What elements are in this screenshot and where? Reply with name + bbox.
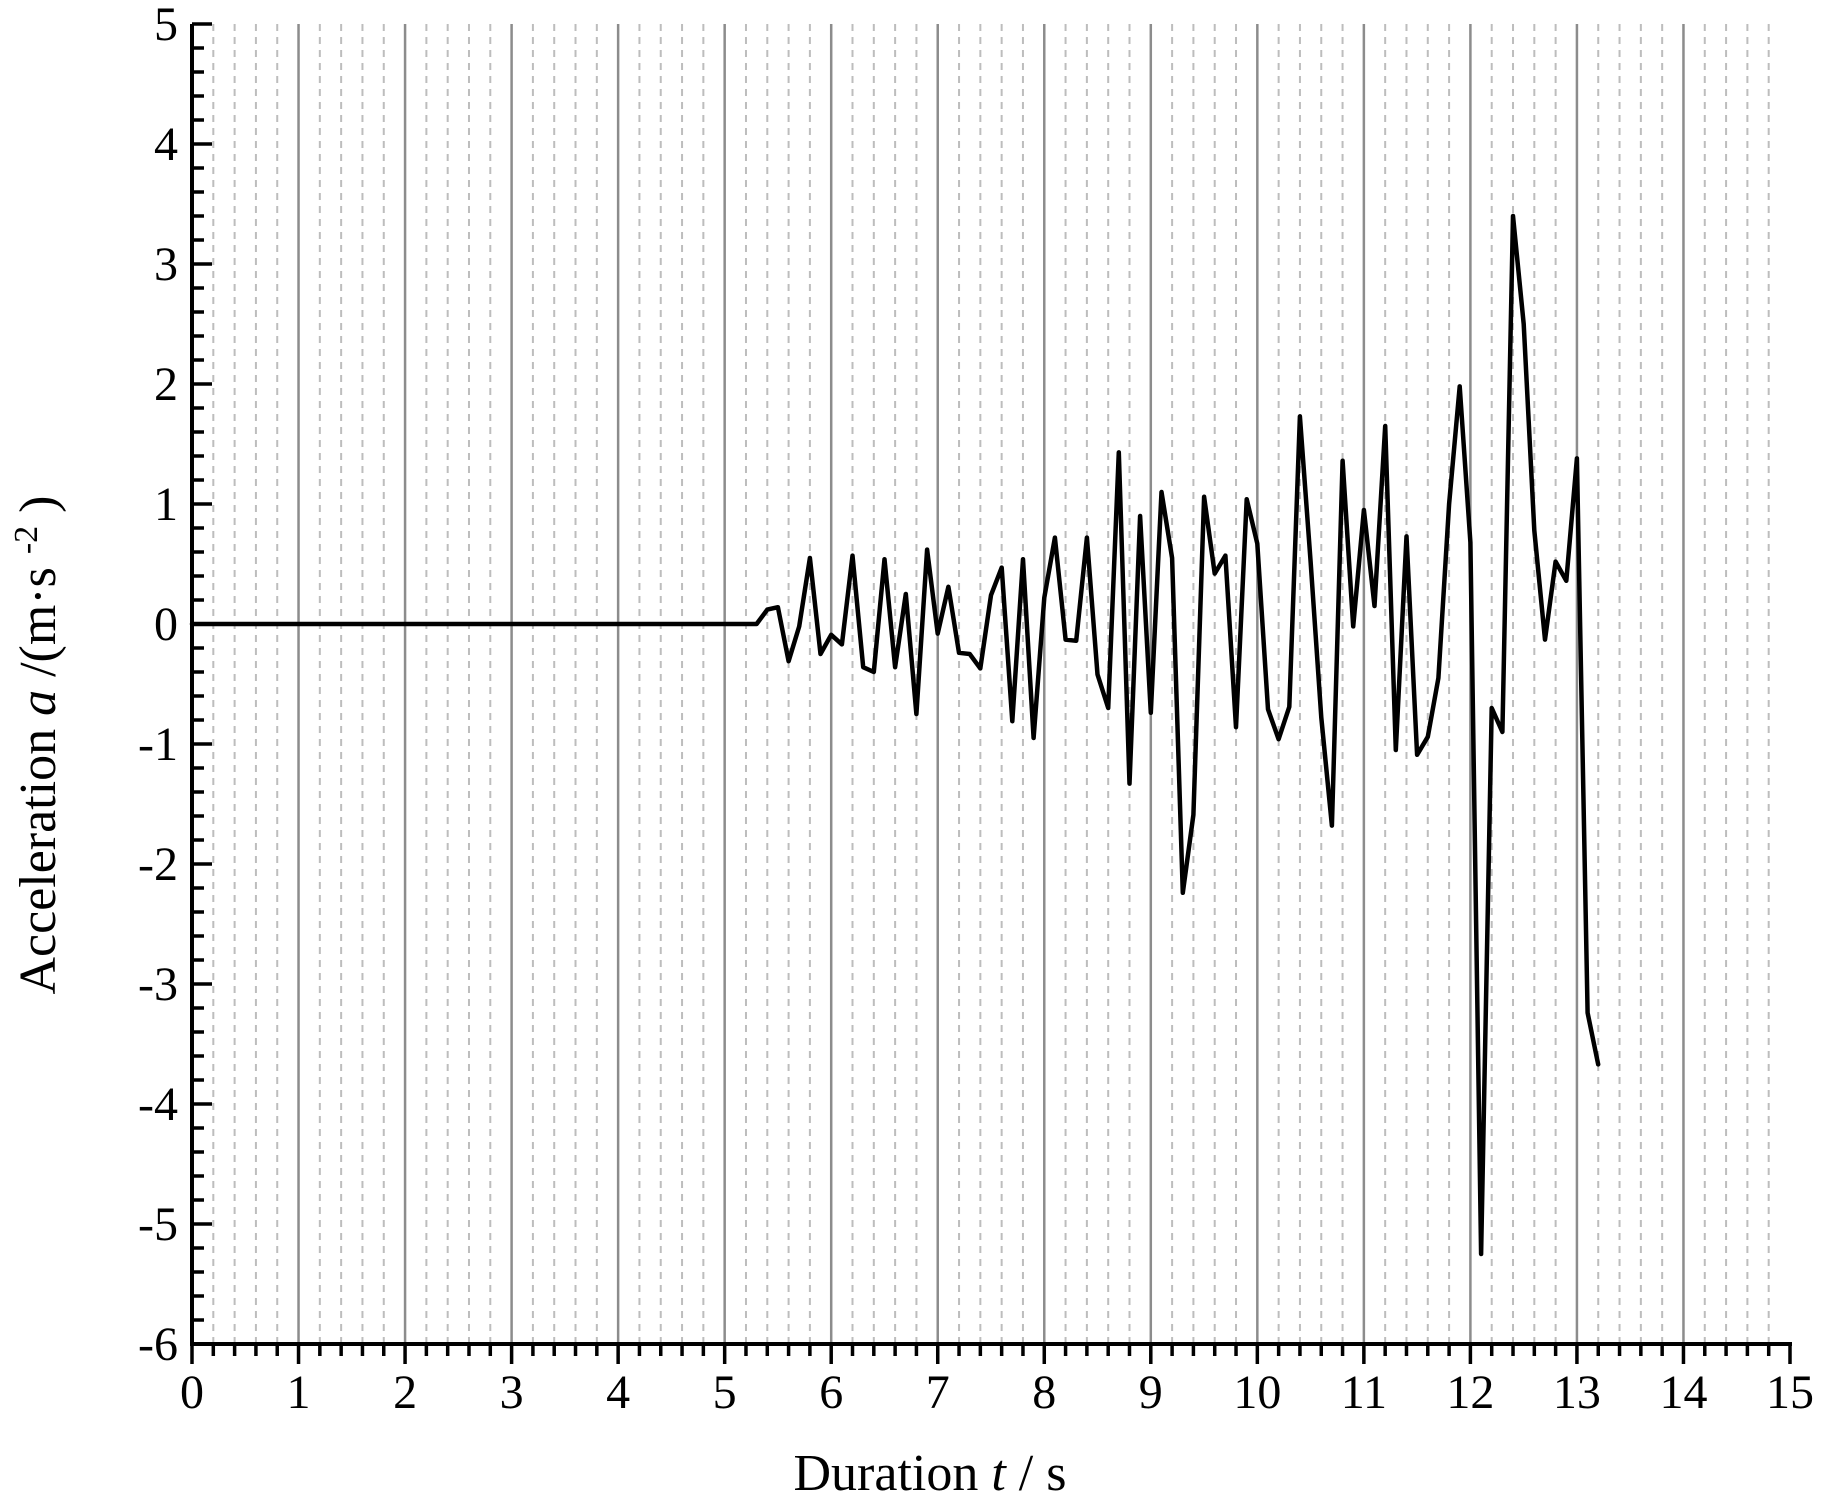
x-axis-variable: t bbox=[991, 1445, 1007, 1502]
x-tick-label: 3 bbox=[500, 1366, 524, 1419]
x-tick-label: 1 bbox=[287, 1366, 311, 1419]
series-layer bbox=[189, 213, 1601, 1257]
y-axis-title: Acceleration a /(m·s -2 ) bbox=[8, 495, 68, 994]
y-tick-label: -5 bbox=[138, 1198, 178, 1251]
y-tick-label: 1 bbox=[154, 478, 178, 531]
x-tick-label: 2 bbox=[393, 1366, 417, 1419]
y-tick-label: -6 bbox=[138, 1318, 178, 1371]
y-axis-variable: a bbox=[10, 690, 67, 716]
x-axis-unit: / s bbox=[1019, 1445, 1067, 1502]
y-tick-label: -2 bbox=[138, 838, 178, 891]
y-axis-unit-prefix: /(m·s bbox=[10, 567, 67, 677]
y-axis-label: Acceleration bbox=[10, 729, 67, 995]
x-axis-title: Duration t / s bbox=[794, 1445, 1067, 1502]
y-tick-label: 2 bbox=[154, 358, 178, 411]
axes bbox=[190, 24, 1792, 1346]
x-tick-label: 0 bbox=[180, 1366, 204, 1419]
x-tick-label: 14 bbox=[1659, 1366, 1707, 1419]
y-tick-label: -3 bbox=[138, 958, 178, 1011]
x-tick-label: 6 bbox=[819, 1366, 843, 1419]
series-line bbox=[189, 213, 1601, 1257]
x-tick-label: 11 bbox=[1341, 1366, 1387, 1419]
x-tick-label: 9 bbox=[1139, 1366, 1163, 1419]
x-axis-label: Duration bbox=[794, 1445, 979, 1502]
x-tick-label: 10 bbox=[1233, 1366, 1281, 1419]
x-tick-label: 12 bbox=[1446, 1366, 1494, 1419]
x-tick-label: 5 bbox=[713, 1366, 737, 1419]
major-grid-lines bbox=[297, 24, 1685, 1344]
x-tick-label: 8 bbox=[1032, 1366, 1056, 1419]
x-tick-label: 13 bbox=[1553, 1366, 1601, 1419]
y-tick-label: 4 bbox=[154, 118, 178, 171]
y-tick-label: -4 bbox=[138, 1078, 178, 1131]
y-axis-unit-suffix: ) bbox=[10, 495, 67, 512]
y-tick-label: 5 bbox=[154, 0, 178, 51]
y-tick-label: -1 bbox=[138, 718, 178, 771]
y-tick-label: 3 bbox=[154, 238, 178, 291]
y-axis-unit-exponent: -2 bbox=[8, 526, 45, 554]
minor-grid-lines bbox=[212, 24, 1770, 1344]
x-tick-label: 7 bbox=[926, 1366, 950, 1419]
y-tick-label: 0 bbox=[154, 598, 178, 651]
axis-ticks bbox=[190, 22, 1792, 1364]
x-tick-label: 4 bbox=[606, 1366, 630, 1419]
x-tick-label: 15 bbox=[1766, 1366, 1814, 1419]
